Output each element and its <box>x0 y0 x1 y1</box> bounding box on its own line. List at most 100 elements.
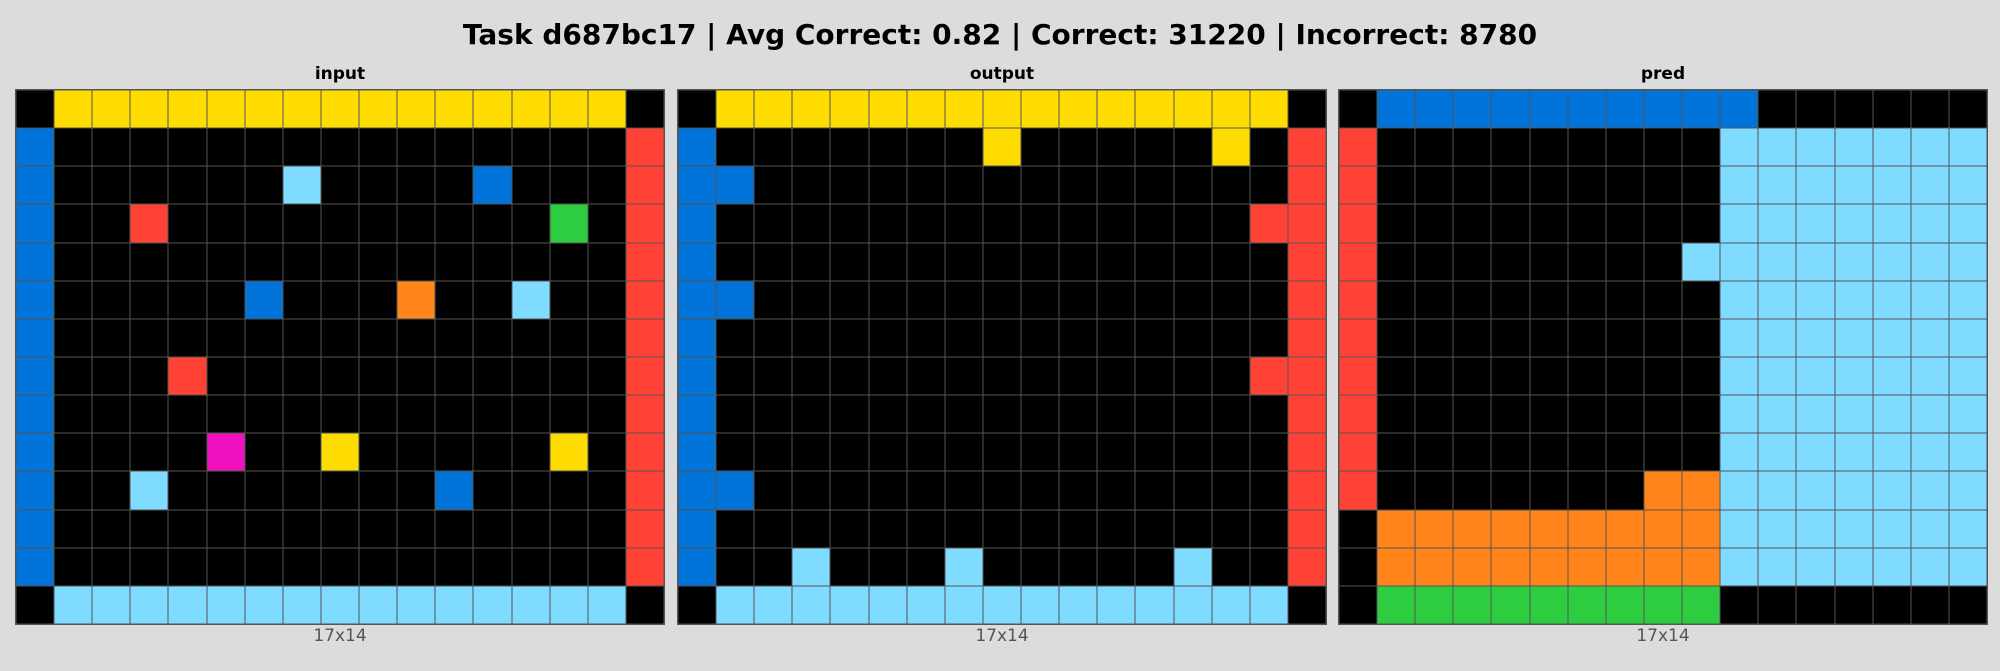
pred-cell-r0-c13 <box>1834 90 1873 129</box>
input-cell-r8-c3 <box>130 395 169 434</box>
pred-cell-r2-c7 <box>1605 166 1644 205</box>
pred-cell-r3-c1 <box>1377 204 1416 243</box>
input-cell-r2-c8 <box>320 166 360 205</box>
input-cell-r8-c7 <box>282 395 321 434</box>
output-cell-r5-c1 <box>716 280 755 319</box>
output-cell-r3-c5 <box>868 204 907 243</box>
pred-cell-r4-c5 <box>1529 242 1568 281</box>
input-cell-r10-c6 <box>244 471 283 510</box>
output-cell-r0-c14 <box>1211 90 1250 129</box>
output-size-label: 17x14 <box>975 626 1029 646</box>
pred-cell-r6-c1 <box>1377 318 1416 357</box>
output-cell-r6-c1 <box>716 318 755 357</box>
output-cell-r11-c12 <box>1135 509 1174 548</box>
input-cell-r12-c9 <box>359 547 398 586</box>
input-cell-r11-c10 <box>397 509 436 548</box>
input-cell-r8-c11 <box>435 395 474 434</box>
input-cell-r5-c7 <box>282 280 321 319</box>
output-cell-r11-c5 <box>868 509 907 548</box>
output-cell-r4-c12 <box>1135 242 1174 281</box>
pred-cell-r5-c11 <box>1758 280 1797 319</box>
output-cell-r12-c2 <box>754 547 793 586</box>
input-cell-r7-c13 <box>511 356 550 396</box>
pred-cell-r12-c3 <box>1453 547 1492 586</box>
pred-cell-r0-c2 <box>1415 90 1454 129</box>
pred-cell-r3-c7 <box>1605 204 1644 243</box>
output-cell-r1-c3 <box>792 128 831 167</box>
input-cell-r12-c14 <box>549 547 588 586</box>
input-cell-r13-c8 <box>320 585 360 624</box>
input-grid-frame <box>15 89 665 625</box>
output-cell-r7-c12 <box>1135 356 1174 396</box>
pred-cell-r12-c12 <box>1796 547 1835 586</box>
input-cell-r0-c5 <box>206 90 245 129</box>
pred-cell-r5-c10 <box>1720 280 1759 319</box>
pred-cell-r0-c11 <box>1758 90 1797 129</box>
input-cell-r4-c13 <box>511 242 550 281</box>
input-cell-r13-c9 <box>359 585 398 624</box>
pred-cell-r10-c0 <box>1339 471 1378 510</box>
pred-cell-r8-c16 <box>1948 395 1987 434</box>
output-cell-r0-c0 <box>678 90 717 129</box>
input-cell-r4-c16 <box>625 242 664 281</box>
output-cell-r0-c10 <box>1059 90 1098 129</box>
input-cell-r1-c6 <box>244 128 283 167</box>
output-cell-r10-c10 <box>1059 471 1098 510</box>
output-cell-r12-c16 <box>1287 547 1326 586</box>
output-cell-r10-c4 <box>830 471 869 510</box>
pred-cell-r10-c11 <box>1758 471 1797 510</box>
pred-cell-r3-c12 <box>1796 204 1835 243</box>
pred-cell-r6-c6 <box>1567 318 1606 357</box>
input-cell-r6-c9 <box>359 318 398 357</box>
input-cell-r0-c2 <box>92 90 131 129</box>
output-cell-r12-c12 <box>1135 547 1174 586</box>
output-cell-r13-c13 <box>1173 585 1212 624</box>
output-cell-r11-c3 <box>792 509 831 548</box>
output-cell-r6-c13 <box>1173 318 1212 357</box>
output-cell-r7-c14 <box>1211 356 1250 396</box>
pred-cell-r13-c0 <box>1339 585 1378 624</box>
pred-cell-r4-c3 <box>1453 242 1492 281</box>
input-cell-r11-c0 <box>16 509 55 548</box>
pred-cell-r5-c3 <box>1453 280 1492 319</box>
pred-cell-r11-c8 <box>1643 509 1683 548</box>
input-cell-r12-c1 <box>54 547 93 586</box>
input-cell-r12-c13 <box>511 547 550 586</box>
input-cell-r1-c1 <box>54 128 93 167</box>
pred-cell-r13-c12 <box>1796 585 1835 624</box>
output-cell-r6-c16 <box>1287 318 1326 357</box>
input-cell-r0-c1 <box>54 90 93 129</box>
output-cell-r7-c0 <box>678 356 717 396</box>
pred-cell-r6-c14 <box>1872 318 1911 357</box>
input-cell-r1-c13 <box>511 128 550 167</box>
input-cell-r10-c3 <box>130 471 169 510</box>
pred-cell-r6-c9 <box>1682 318 1721 357</box>
pred-cell-r1-c10 <box>1720 128 1759 167</box>
pred-cell-r13-c1 <box>1377 585 1416 624</box>
pred-cell-r2-c12 <box>1796 166 1835 205</box>
pred-cell-r6-c8 <box>1643 318 1683 357</box>
pred-cell-r13-c7 <box>1605 585 1644 624</box>
input-panel-title: input <box>314 64 366 84</box>
input-cell-r3-c3 <box>130 204 169 243</box>
input-cell-r4-c11 <box>435 242 474 281</box>
output-cell-r10-c15 <box>1249 471 1288 510</box>
input-cell-r12-c4 <box>168 547 207 586</box>
pred-cell-r8-c15 <box>1910 395 1949 434</box>
pred-cell-r7-c5 <box>1529 356 1568 396</box>
pred-cell-r8-c4 <box>1491 395 1530 434</box>
input-cell-r7-c3 <box>130 356 169 396</box>
output-cell-r1-c11 <box>1097 128 1136 167</box>
pred-cell-r13-c9 <box>1682 585 1721 624</box>
output-cell-r5-c13 <box>1173 280 1212 319</box>
input-cell-r1-c10 <box>397 128 436 167</box>
output-cell-r12-c14 <box>1211 547 1250 586</box>
pred-cell-r7-c13 <box>1834 356 1873 396</box>
pred-cell-r1-c16 <box>1948 128 1987 167</box>
input-cell-r9-c5 <box>206 433 245 472</box>
output-cell-r3-c6 <box>906 204 945 243</box>
pred-cell-r1-c3 <box>1453 128 1492 167</box>
pred-cell-r6-c5 <box>1529 318 1568 357</box>
pred-cell-r4-c11 <box>1758 242 1797 281</box>
pred-cell-r11-c2 <box>1415 509 1454 548</box>
